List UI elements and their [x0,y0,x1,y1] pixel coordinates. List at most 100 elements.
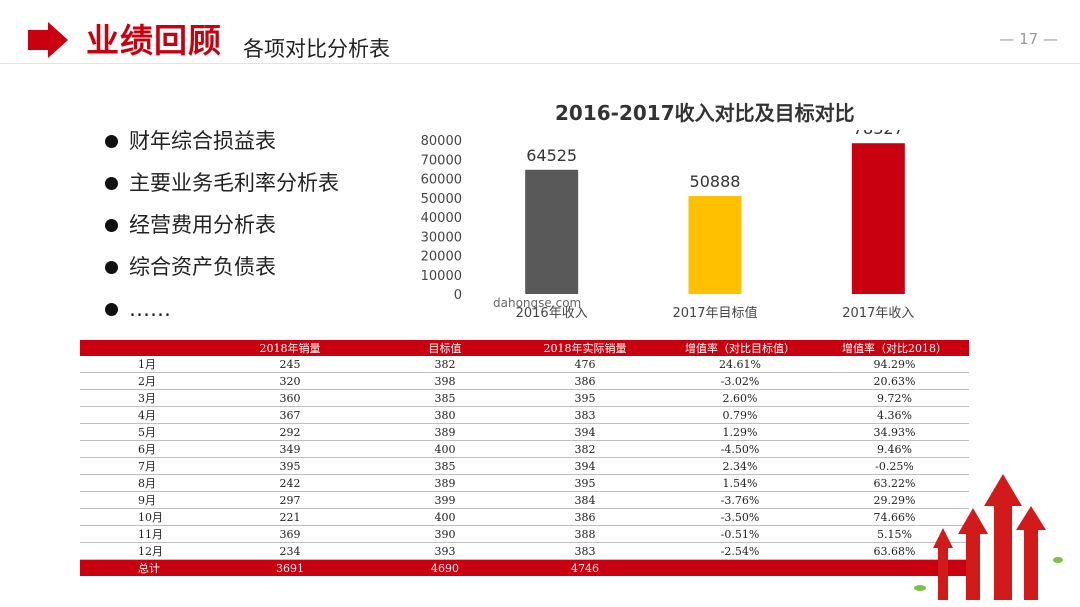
table-cell: 382 [380,356,510,373]
table-cell: 5月 [80,423,200,441]
table-cell: 0.79% [660,406,820,424]
table-cell: 1月 [80,356,200,373]
table-cell: 393 [380,542,510,560]
table-cell: 9.72% [820,389,969,407]
table-row: 11月 369 390 388 -0.51% 5.15% [80,525,969,543]
table-cell: 2月 [80,372,200,390]
bar [851,143,905,294]
table-cell: 390 [380,525,510,543]
bar-value-label: 50888 [690,172,741,191]
header-divider [0,63,1080,64]
table-row: 12月 234 393 383 -2.54% 63.68% [80,542,969,560]
table-cell: -0.25% [820,457,969,475]
table-cell: 4.36% [820,406,969,424]
y-tick-label: 0 [454,288,462,303]
bar-value-label: 64525 [526,146,577,165]
table-cell: 386 [510,372,660,390]
bullet-text: 主要业务毛利率分析表 [129,171,339,195]
table-cell: 2.60% [660,389,820,407]
table-cell: 385 [380,389,510,407]
table-cell: 221 [200,508,380,526]
table-cell: 10月 [80,508,200,526]
table-cell [820,559,969,576]
table-cell: 385 [380,457,510,475]
table-cell: -2.54% [660,542,820,560]
bar-value-label: 78327 [853,130,904,138]
table-cell [660,559,820,576]
bullet-dot-icon [105,219,118,232]
table-row: 4月 367 380 383 0.79% 4.36% [80,406,969,424]
table-row: 9月 297 399 384 -3.76% 29.29% [80,491,969,509]
table-cell: 34.93% [820,423,969,441]
table-cell: 292 [200,423,380,441]
table-cell: 367 [200,406,380,424]
bullet-text: 经营费用分析表 [129,213,276,237]
table-row: 7月 395 385 394 2.34% -0.25% [80,457,969,475]
y-tick-label: 60000 [421,173,462,188]
table-row: 5月 292 389 394 1.29% 34.93% [80,423,969,441]
table-cell: 360 [200,389,380,407]
table-cell: 386 [510,508,660,526]
table-cell: 63.68% [820,542,969,560]
table-cell: 349 [200,440,380,458]
table-cell: 总计 [80,559,200,576]
table-cell: 382 [510,440,660,458]
table-cell: 383 [510,406,660,424]
table-cell: 388 [510,525,660,543]
table-cell: 3月 [80,389,200,407]
table-cell: 11月 [80,525,200,543]
table-cell: 395 [200,457,380,475]
table-cell: 24.61% [660,356,820,373]
table-cell: 395 [510,474,660,492]
table-cell: 9月 [80,491,200,509]
bullet-text: …… [129,297,171,321]
table-row: 2月 320 398 386 -3.02% 20.63% [80,372,969,390]
table-header-cell: 2018年实际销量 [510,340,660,356]
table-cell: 389 [380,474,510,492]
bullet-text: 财年综合损益表 [129,129,276,153]
bullet-dot-icon [105,177,118,190]
page-subtitle: 各项对比分析表 [243,37,390,61]
bullet-dot-icon [105,135,118,148]
bullet-item: …… [105,296,339,338]
page-title: 业绩回顾 [86,21,222,60]
y-tick-label: 70000 [421,153,462,168]
bullet-dot-icon [105,303,118,316]
table-header-row: 2018年销量 目标值 2018年实际销量 增值率（对比目标值） 增值率（对比2… [80,340,969,356]
bullet-dot-icon [105,261,118,274]
table-cell: 1.29% [660,423,820,441]
table-cell: 395 [510,389,660,407]
table-body: 1月 245 382 476 24.61% 94.29% 2月 320 398 386 -3.02%… [80,356,969,560]
table-header-cell: 目标值 [380,340,510,356]
y-tick-label: 10000 [421,269,462,284]
table-cell: -4.50% [660,440,820,458]
table-cell: 476 [510,356,660,373]
table-cell: 74.66% [820,508,969,526]
table-header-cell: 增值率（对比目标值） [660,340,820,356]
table-header-cell: 2018年销量 [200,340,380,356]
table-cell: 12月 [80,542,200,560]
table-total-row: 总计 3691 4690 4746 [80,559,969,576]
table-cell: 7月 [80,457,200,475]
x-category-label: 2016年收入 [516,306,588,321]
table-row: 3月 360 385 395 2.60% 9.72% [80,389,969,407]
table-cell: 398 [380,372,510,390]
bar [688,196,742,294]
bullet-item: 主要业务毛利率分析表 [105,170,339,212]
bullet-item: 财年综合损益表 [105,128,339,170]
sales-table: 2018年销量 目标值 2018年实际销量 增值率（对比目标值） 增值率（对比2… [80,340,969,576]
table-row: 8月 242 389 395 1.54% 63.22% [80,474,969,492]
table-cell: 3691 [200,559,380,576]
table-cell: -3.50% [660,508,820,526]
y-tick-label: 20000 [421,250,462,265]
y-tick-label: 80000 [421,134,462,149]
table-cell: 384 [510,491,660,509]
table-cell: 2.34% [660,457,820,475]
table-cell: -0.51% [660,525,820,543]
y-tick-label: 50000 [421,192,462,207]
table-cell: 8月 [80,474,200,492]
bullet-item: 经营费用分析表 [105,212,339,254]
table-cell: 63.22% [820,474,969,492]
table-row: 6月 349 400 382 -4.50% 9.46% [80,440,969,458]
table-cell: 399 [380,491,510,509]
